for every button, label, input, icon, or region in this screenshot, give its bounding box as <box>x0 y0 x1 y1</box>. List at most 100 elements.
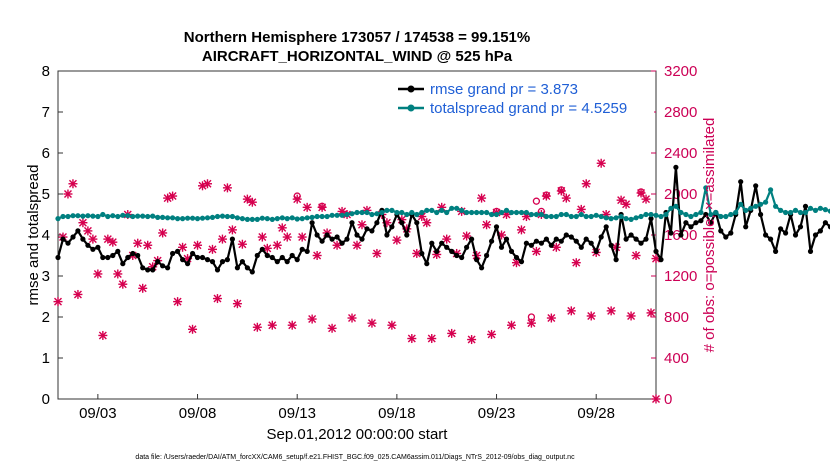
rmse-point <box>209 259 216 265</box>
spread-point <box>518 209 525 216</box>
spread-point <box>309 214 315 220</box>
y-axis-left-label: rmse and totalspread <box>25 165 42 306</box>
spread-point <box>439 207 445 213</box>
obs-assimilated-marker <box>83 226 93 236</box>
spread-point <box>459 207 465 213</box>
rmse-point <box>763 232 769 238</box>
obs-assimilated-marker <box>506 320 516 330</box>
obs-assimilated-marker <box>332 240 342 250</box>
rmse-point <box>399 220 405 226</box>
spread-point <box>827 208 830 214</box>
y-tick-right-label: 800 <box>664 309 689 326</box>
obs-assimilated-marker <box>173 297 183 307</box>
spread-point <box>598 213 604 220</box>
spread-point <box>688 213 694 220</box>
spread-point <box>374 211 380 217</box>
obs-possible-marker <box>557 186 565 194</box>
spread-point <box>419 209 425 216</box>
spread-point <box>264 216 270 222</box>
spread-point <box>479 209 485 216</box>
y-tick-left-label: 8 <box>42 63 50 80</box>
spread-point <box>489 211 495 218</box>
spread-point <box>538 211 545 218</box>
rmse-point <box>70 234 76 240</box>
rmse-point <box>538 240 545 246</box>
rmse-point <box>85 242 91 248</box>
obs-assimilated-marker <box>297 232 307 242</box>
chart-title-line-1: Northern Hemisphere 173057 / 174538 = 99… <box>184 29 530 46</box>
obs-assimilated-marker <box>143 240 153 250</box>
spread-point <box>703 185 709 191</box>
rmse-point <box>100 254 106 261</box>
rmse-point <box>239 259 245 265</box>
spread-point <box>65 213 71 220</box>
rmse-point <box>708 220 714 226</box>
rmse-point <box>573 238 579 244</box>
x-tick-label: 09/18 <box>378 405 416 422</box>
obs-assimilated-marker <box>651 394 661 404</box>
y-tick-right-label: 0 <box>664 391 672 408</box>
obs-assimilated-marker <box>158 228 168 238</box>
spread-point <box>613 215 619 221</box>
spread-point <box>528 211 535 218</box>
y-tick-left-label: 7 <box>42 104 50 121</box>
spread-point <box>792 207 799 213</box>
spread-point <box>788 209 794 216</box>
rmse-point <box>185 261 191 267</box>
rmse-point <box>743 224 749 230</box>
obs-assimilated-marker <box>193 240 203 250</box>
rmse-point <box>304 248 310 254</box>
spread-point <box>204 215 211 221</box>
rmse-point <box>404 232 410 238</box>
rmse-point <box>812 232 819 238</box>
obs-assimilated-marker <box>482 220 492 230</box>
spread-point <box>224 213 230 220</box>
spread-point <box>209 214 216 220</box>
obs-assimilated-marker <box>551 242 561 252</box>
obs-assimilated-marker <box>596 158 606 168</box>
spread-point <box>588 213 594 220</box>
rmse-point <box>309 220 315 226</box>
spread-point <box>753 203 759 209</box>
spread-point <box>85 213 91 219</box>
rmse-point <box>489 238 495 244</box>
obs-assimilated-marker <box>203 179 212 189</box>
spread-point <box>60 213 66 220</box>
spread-point <box>763 199 769 205</box>
obs-assimilated-marker <box>516 225 526 235</box>
y-tick-right-label: 3200 <box>664 63 697 80</box>
spread-point <box>394 209 400 216</box>
spread-point <box>115 213 121 220</box>
obs-assimilated-marker <box>133 238 143 248</box>
rmse-point <box>90 246 96 252</box>
rmse-point <box>683 220 689 226</box>
obs-assimilated-marker <box>232 299 242 309</box>
rmse-point <box>234 265 240 271</box>
spread-point <box>429 207 435 213</box>
spread-point <box>274 216 280 222</box>
spread-point <box>593 212 599 218</box>
rmse-point <box>294 257 300 263</box>
rmse-point <box>354 232 360 238</box>
obs-assimilated-marker <box>367 318 377 328</box>
rmse-point <box>563 232 569 238</box>
rmse-point <box>718 228 724 234</box>
rmse-point <box>155 259 161 265</box>
spread-point <box>658 213 664 220</box>
spread-point <box>105 213 111 220</box>
spread-point <box>284 216 290 222</box>
obs-assimilated-marker <box>282 232 292 242</box>
rmse-point <box>329 236 335 242</box>
spread-point <box>797 209 804 216</box>
obs-assimilated-marker <box>53 297 63 307</box>
obs-assimilated-marker <box>327 323 337 333</box>
obs-assimilated-marker <box>312 251 322 260</box>
obs-assimilated-marker <box>357 220 367 230</box>
y-tick-left-label: 4 <box>42 227 50 244</box>
obs-assimilated-marker <box>93 269 103 279</box>
rmse-point <box>150 267 156 273</box>
spread-point <box>339 212 345 218</box>
spread-point <box>100 211 106 218</box>
obs-possible-marker <box>542 191 551 199</box>
